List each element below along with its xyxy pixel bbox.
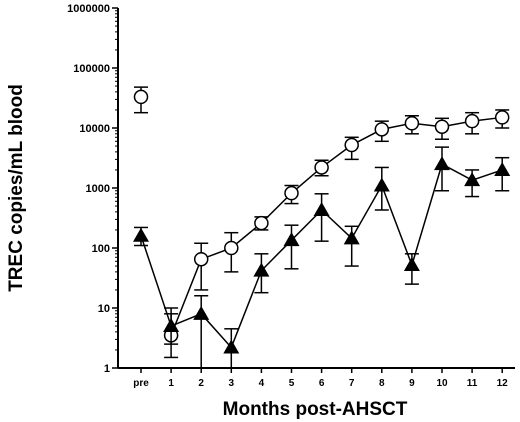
y-tick-label: 1 [104, 363, 110, 375]
y-tick-label: 10000 [79, 123, 110, 135]
data-point-circle [133, 89, 149, 105]
data-point-triangle [464, 172, 481, 187]
data-point-circle [344, 137, 359, 153]
y-tick-label: 100 [92, 243, 110, 255]
series-layer [133, 86, 511, 369]
data-point-triangle [313, 201, 330, 216]
y-tick-label: 1000 [86, 183, 110, 195]
y-axis-ticks: 1 10 100 1000 10000 100000 1000000 [67, 3, 118, 375]
y-axis-title: TREC copies/mL blood [6, 84, 27, 292]
data-point-triangle [343, 230, 360, 245]
series-line [170, 116, 503, 336]
x-tick-label: 6 [319, 378, 325, 389]
data-point-circle [464, 113, 480, 129]
data-point-circle [254, 215, 269, 231]
x-tick-label: 3 [229, 378, 235, 389]
x-tick-label: 7 [349, 378, 355, 389]
x-axis-title: Months post-AHSCT [223, 399, 408, 420]
data-point-triangle [253, 262, 270, 277]
x-tick-label: 12 [497, 378, 509, 389]
data-point-circle [224, 240, 239, 256]
x-tick-label: 1 [168, 378, 174, 389]
data-point-circle [404, 115, 420, 131]
data-point-triangle [163, 318, 180, 333]
y-tick-label: 10 [98, 303, 110, 315]
x-tick-label: 5 [289, 378, 295, 389]
x-tick-label: pre [133, 378, 149, 389]
data-point-triangle [283, 232, 300, 247]
data-point-triangle [403, 257, 420, 272]
data-point-circle [314, 160, 329, 175]
y-tick-label: 1000000 [67, 3, 110, 15]
data-point-triangle [223, 339, 240, 354]
x-tick-label: 9 [409, 378, 415, 389]
series-2 [133, 146, 511, 369]
data-point-circle [284, 185, 299, 201]
y-tick-label: 100000 [73, 63, 110, 75]
data-point-circle [193, 251, 209, 267]
data-point-triangle [133, 227, 149, 242]
x-tick-label: 2 [198, 378, 204, 389]
x-tick-label: 10 [436, 378, 448, 389]
x-axis-ticks: pre 1 2 3 4 5 6 7 8 9 10 11 12 [133, 368, 508, 389]
data-point-circle [374, 122, 390, 137]
data-point-circle [434, 119, 450, 134]
x-tick-label: 11 [467, 378, 478, 389]
x-tick-label: 8 [379, 378, 385, 389]
data-point-circle [494, 110, 510, 125]
data-point-triangle [193, 305, 210, 320]
data-point-triangle [494, 161, 511, 176]
data-point-triangle [373, 177, 390, 192]
x-tick-label: 4 [259, 378, 265, 389]
data-point-triangle [434, 156, 450, 171]
